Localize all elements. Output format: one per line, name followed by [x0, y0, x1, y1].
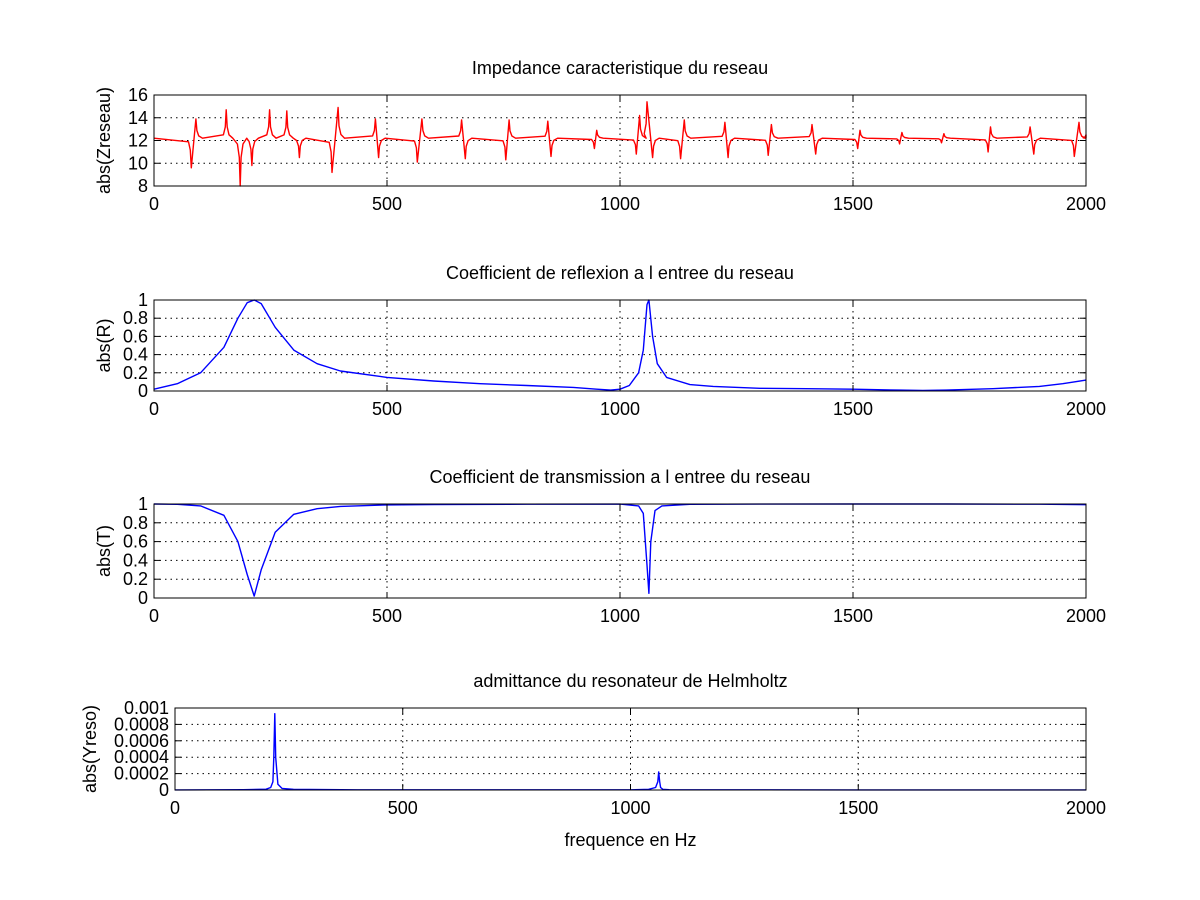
y-tick-label: 0.4 [123, 550, 148, 570]
series-line [153, 101, 1087, 187]
y-tick-label: 0.0008 [114, 714, 169, 734]
y-tick-label: 8 [138, 176, 148, 196]
y-axis-label: abs(T) [94, 525, 114, 577]
y-tick-label: 16 [128, 85, 148, 105]
x-tick-label: 1000 [600, 399, 640, 419]
x-tick-label: 1500 [833, 399, 873, 419]
series-line [153, 299, 1087, 392]
y-axis-label: abs(Zreseau) [94, 87, 114, 194]
x-tick-label: 1000 [610, 798, 650, 818]
y-tick-label: 0.2 [123, 363, 148, 383]
y-tick-label: 0.6 [123, 326, 148, 346]
chart-title: admittance du resonateur de Helmholtz [473, 671, 787, 691]
x-tick-label: 1000 [600, 194, 640, 214]
x-tick-label: 2000 [1066, 399, 1106, 419]
y-tick-label: 0 [138, 381, 148, 401]
y-axis-label: abs(Yreso) [80, 705, 100, 793]
chart-title: Impedance caracteristique du reseau [472, 58, 768, 78]
x-tick-label: 500 [372, 606, 402, 626]
subplot-4: 0 500 1000 1500 2000 00.00020.00040.00060.000… [80, 671, 1106, 850]
y-tick-label: 0.4 [123, 345, 148, 365]
chart-title: Coefficient de transmission a l entree d… [430, 467, 811, 487]
x-tick-label: 2000 [1066, 798, 1106, 818]
chart-title: Coefficient de reflexion a l entree du r… [446, 263, 794, 283]
x-tick-label: 2000 [1066, 606, 1106, 626]
y-tick-label: 14 [128, 108, 148, 128]
y-tick-label: 0.8 [123, 308, 148, 328]
y-tick-label: 0.8 [123, 513, 148, 533]
y-tick-label: 0.6 [123, 532, 148, 552]
x-tick-label: 0 [149, 194, 159, 214]
y-tick-label: 12 [128, 131, 148, 151]
x-tick-label: 500 [372, 399, 402, 419]
x-tick-label: 1000 [600, 606, 640, 626]
x-tick-label: 1500 [833, 606, 873, 626]
y-tick-label: 0.0004 [114, 747, 169, 767]
y-tick-label: 1 [138, 290, 148, 310]
y-tick-label: 0 [138, 588, 148, 608]
axes-frame [153, 503, 1087, 599]
subplot-3: 0 500 1000 1500 2000 00.20.40.60.81 Coefficien… [94, 467, 1106, 626]
y-tick-label: 1 [138, 494, 148, 514]
y-tick-label: 0 [159, 780, 169, 800]
y-tick-label: 0.2 [123, 569, 148, 589]
x-tick-label: 1500 [833, 194, 873, 214]
x-tick-label: 2000 [1066, 194, 1106, 214]
x-tick-label: 500 [388, 798, 418, 818]
y-tick-label: 10 [128, 153, 148, 173]
y-tick-label: 0.0002 [114, 764, 169, 784]
x-tick-label: 0 [149, 399, 159, 419]
x-tick-label: 0 [170, 798, 180, 818]
subplot-2: 0 500 1000 1500 2000 00.20.40.60.81 Coefficien… [94, 263, 1106, 419]
x-tick-label: 1500 [838, 798, 878, 818]
x-tick-label: 0 [149, 606, 159, 626]
x-axis-label: frequence en Hz [564, 830, 696, 850]
y-tick-label: 0.0006 [114, 731, 169, 751]
y-tick-label: 0.001 [124, 698, 169, 718]
y-axis-label: abs(R) [94, 318, 114, 372]
x-tick-label: 500 [372, 194, 402, 214]
